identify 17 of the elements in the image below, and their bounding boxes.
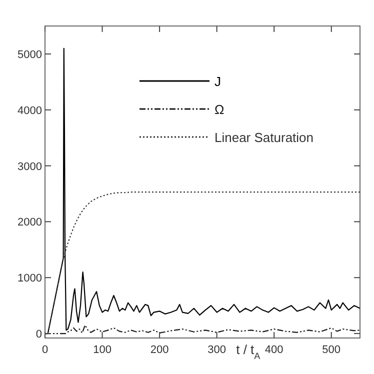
- text: Ω: [214, 102, 224, 117]
- y-tick-label: 4000: [18, 104, 42, 117]
- line-series: [45, 48, 360, 334]
- y-tick-label: 3000: [18, 160, 42, 173]
- text: Linear Saturation: [214, 130, 314, 145]
- x-tick-label: 100: [93, 344, 112, 356]
- x-tick-label: 200: [150, 344, 169, 356]
- x-axis-title: t / t$_{A}$: [236, 342, 262, 361]
- y-tick-label: 0: [36, 328, 42, 341]
- y-tick-label: 5000: [18, 48, 42, 61]
- text: J: [214, 74, 221, 89]
- x-tick-label: 500: [322, 344, 341, 356]
- x-tick-label: 400: [264, 344, 284, 356]
- y-tick-label: 2000: [18, 216, 42, 229]
- x-tick-label: 300: [208, 344, 226, 356]
- line-series: [45, 192, 360, 334]
- y-tick-label: 1000: [18, 272, 42, 285]
